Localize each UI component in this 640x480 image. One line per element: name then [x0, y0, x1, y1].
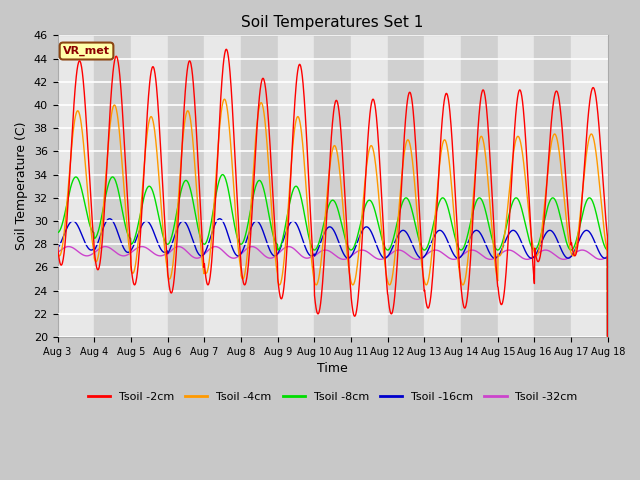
- Bar: [58, 36, 94, 337]
- Text: VR_met: VR_met: [63, 46, 110, 56]
- Title: Soil Temperatures Set 1: Soil Temperatures Set 1: [241, 15, 424, 30]
- Bar: [314, 36, 351, 337]
- Legend: Tsoil -2cm, Tsoil -4cm, Tsoil -8cm, Tsoil -16cm, Tsoil -32cm: Tsoil -2cm, Tsoil -4cm, Tsoil -8cm, Tsoi…: [83, 388, 582, 407]
- Bar: [278, 36, 314, 337]
- Bar: [424, 36, 461, 337]
- Bar: [571, 36, 608, 337]
- Bar: [204, 36, 241, 337]
- Bar: [498, 36, 534, 337]
- Bar: [461, 36, 498, 337]
- Bar: [241, 36, 278, 337]
- Bar: [534, 36, 571, 337]
- X-axis label: Time: Time: [317, 362, 348, 375]
- Y-axis label: Soil Temperature (C): Soil Temperature (C): [15, 122, 28, 251]
- Bar: [168, 36, 204, 337]
- Bar: [351, 36, 388, 337]
- Bar: [131, 36, 168, 337]
- Bar: [94, 36, 131, 337]
- Bar: [388, 36, 424, 337]
